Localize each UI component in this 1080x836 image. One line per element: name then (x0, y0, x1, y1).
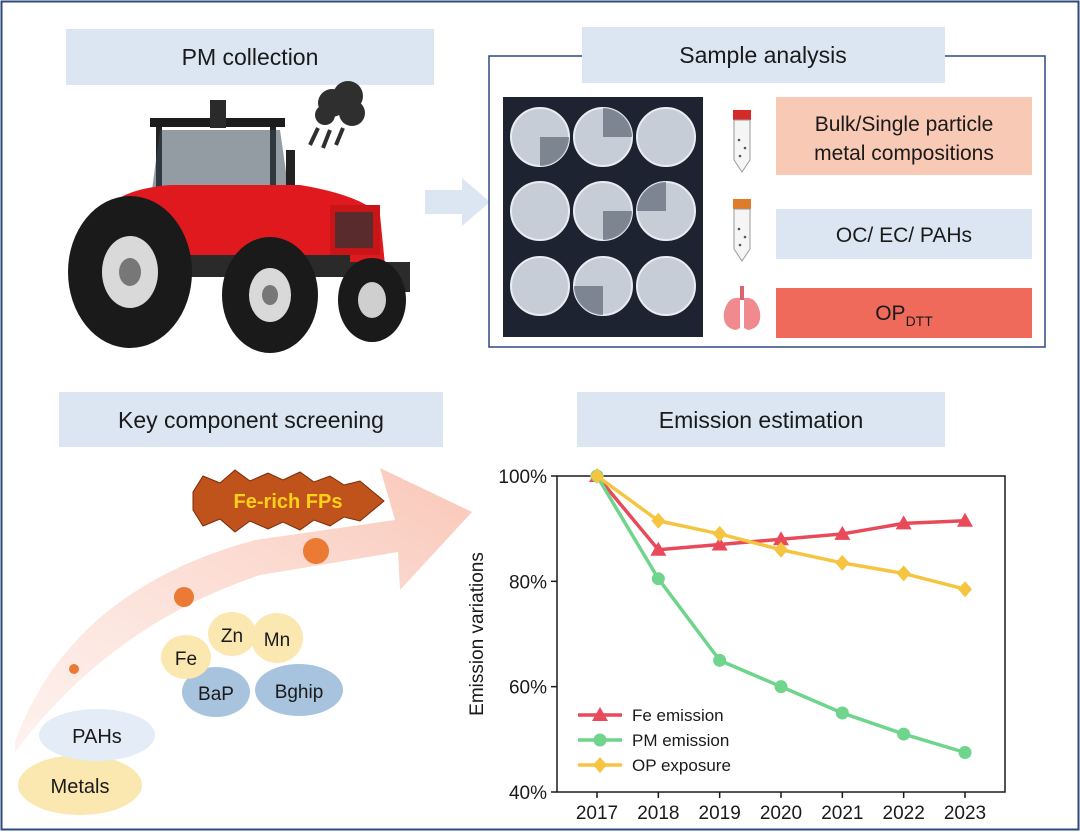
legend-label: OP exposure (632, 756, 731, 775)
data-point-pm (958, 746, 972, 759)
legend-label: PM emission (632, 731, 729, 750)
bap-bubble (182, 667, 250, 717)
data-point-op (896, 565, 911, 582)
data-point-fe (650, 541, 667, 556)
key-screening-title: Key component screening (118, 407, 384, 433)
legend-label: Fe emission (632, 706, 724, 725)
bghip-bubble (255, 664, 343, 716)
data-point-op (774, 541, 788, 558)
bap-label: BaP (198, 684, 234, 705)
op-dtt-label: OPDTT (875, 302, 933, 329)
data-point-fe (711, 536, 728, 551)
op-dtt-box (776, 288, 1032, 338)
mn-bubble (251, 613, 303, 663)
data-point-op (835, 554, 850, 571)
x-tick-label: 2018 (637, 803, 679, 824)
y-tick-label: 100% (498, 467, 547, 488)
data-point-op (958, 581, 972, 598)
data-point-pm (713, 653, 727, 667)
data-point-fe (957, 512, 973, 527)
x-tick-label: 2017 (576, 803, 618, 824)
data-point-op (590, 468, 604, 484)
y-tick-label: 40% (509, 783, 547, 804)
data-point-pm (774, 680, 788, 694)
pm-collection-title: PM collection (182, 44, 319, 70)
emission-title-box (577, 392, 945, 447)
mn-label: Mn (264, 630, 290, 651)
bulk-metal-label-line1: Bulk/Single particle (815, 113, 994, 136)
x-tick-label: 2022 (883, 803, 925, 824)
zn-label: Zn (221, 626, 243, 647)
smoke-cloud-icon (308, 81, 365, 149)
emission-title: Emission estimation (659, 407, 864, 433)
chart-ylabel: Emission variations (467, 552, 488, 716)
data-point-pm (897, 727, 911, 741)
emission-chart: Emission variations 2017 2018 2019 2020 2021… (467, 467, 1006, 824)
x-tick-label: 2021 (821, 803, 863, 824)
oc-ec-pahs-label: OC/ EC/ PAHs (836, 224, 972, 247)
y-tick-label: 60% (509, 678, 547, 699)
key-screening-title-box (59, 392, 443, 447)
pahs-label: PAHs (72, 726, 122, 748)
data-point-op (712, 525, 727, 542)
flow-arrow-icon (425, 178, 490, 226)
oc-ec-pahs-box (776, 209, 1032, 259)
bghip-label: Bghip (275, 682, 324, 703)
test-tube-orange-icon (733, 199, 751, 262)
tractor-illustration (68, 100, 410, 353)
legend-marker-fe (592, 707, 608, 721)
data-point-fe (895, 515, 912, 530)
growth-dot-medium (174, 587, 194, 607)
pahs-bubble (39, 709, 155, 761)
growth-arrow (15, 468, 472, 752)
legend-marker-op (593, 757, 607, 773)
x-tick-label: 2020 (760, 803, 802, 824)
data-point-pm (651, 572, 665, 586)
test-tube-red-icon (733, 110, 751, 173)
zn-bubble (208, 612, 256, 656)
data-point-fe (773, 531, 789, 546)
filter-samples-photo (503, 97, 703, 337)
data-point-fe (834, 525, 851, 540)
data-point-pm (835, 706, 849, 720)
x-tick-label: 2019 (699, 803, 741, 824)
pm-collection-title-box (66, 29, 434, 85)
data-point-op (651, 512, 666, 529)
legend-marker-pm (593, 733, 607, 747)
lungs-icon (723, 286, 761, 330)
metals-bubble (18, 755, 142, 815)
fe-label: Fe (175, 649, 197, 670)
growth-dot-small (69, 664, 79, 674)
bulk-metal-box (776, 97, 1032, 175)
fe-rich-label: Fe-rich FPs (234, 491, 343, 513)
x-tick-label: 2023 (944, 803, 986, 824)
sample-analysis-title: Sample analysis (679, 42, 846, 68)
metals-label: Metals (51, 776, 110, 798)
bulk-metal-label-line2: metal compositions (814, 142, 994, 165)
fe-rich-badge (192, 469, 385, 533)
y-tick-label: 80% (509, 572, 547, 593)
sample-analysis-title-box (582, 27, 945, 83)
growth-dot-large (303, 538, 329, 564)
fe-bubble (161, 635, 211, 679)
